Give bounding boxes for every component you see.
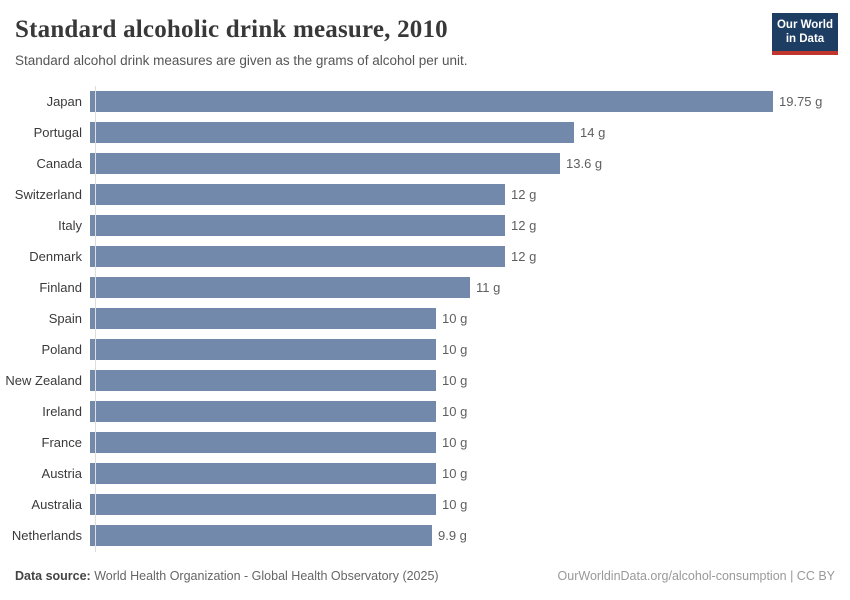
bar[interactable] [90, 277, 470, 298]
country-label[interactable]: New Zealand [5, 373, 82, 388]
value-label: 10 g [442, 342, 468, 357]
owid-logo: Our World in Data [772, 13, 838, 55]
table-row: Denmark 12 g [0, 241, 850, 272]
table-row: New Zealand 10 g [0, 365, 850, 396]
table-row: Canada 13.6 g [0, 148, 850, 179]
data-source-label: Data source: [15, 569, 91, 583]
value-label: 19.75 g [779, 94, 823, 109]
table-row: Australia 10 g [0, 489, 850, 520]
license-link[interactable]: OurWorldinData.org/alcohol-consumption |… [557, 569, 835, 583]
country-label[interactable]: Denmark [29, 249, 82, 264]
bar-track: 19.75 g [89, 91, 850, 112]
bar[interactable] [90, 184, 505, 205]
bar[interactable] [90, 122, 574, 143]
country-label[interactable]: Ireland [42, 404, 82, 419]
country-label[interactable]: Portugal [33, 125, 82, 140]
value-label: 11 g [476, 280, 501, 295]
owid-logo-line2: in Data [785, 33, 825, 46]
bar-track: 10 g [89, 463, 850, 484]
table-row: Ireland 10 g [0, 396, 850, 427]
country-label[interactable]: France [41, 435, 82, 450]
country-label[interactable]: Netherlands [11, 528, 82, 543]
bar-track: 9.9 g [89, 525, 850, 546]
table-row: Japan 19.75 g [0, 86, 850, 117]
country-label[interactable]: Australia [31, 497, 82, 512]
bar-track: 14 g [89, 122, 850, 143]
value-label: 10 g [442, 466, 468, 481]
bar[interactable] [90, 153, 560, 174]
bar-track: 10 g [89, 370, 850, 391]
bar[interactable] [90, 91, 773, 112]
table-row: Portugal 14 g [0, 117, 850, 148]
value-label: 12 g [511, 218, 537, 233]
value-label: 13.6 g [566, 156, 603, 171]
value-label: 10 g [442, 311, 468, 326]
bar[interactable] [90, 525, 432, 546]
country-label[interactable]: Poland [41, 342, 82, 357]
value-label: 10 g [442, 373, 468, 388]
table-row: Switzerland 12 g [0, 179, 850, 210]
country-label[interactable]: Italy [58, 218, 82, 233]
page-title: Standard alcoholic drink measure, 2010 [15, 16, 448, 43]
bar-track: 10 g [89, 494, 850, 515]
country-label[interactable]: Switzerland [14, 187, 82, 202]
bar-rows: Japan 19.75 g Portugal 14 g Canada 13.6 g Swit… [0, 86, 850, 551]
y-axis-line [95, 86, 96, 552]
bar-track: 12 g [89, 246, 850, 267]
table-row: Poland 10 g [0, 334, 850, 365]
value-label: 10 g [442, 404, 468, 419]
value-label: 12 g [511, 187, 537, 202]
value-label: 10 g [442, 497, 468, 512]
bar[interactable] [90, 215, 505, 236]
bar-track: 13.6 g [89, 153, 850, 174]
bar[interactable] [90, 339, 436, 360]
value-label: 12 g [511, 249, 537, 264]
bar-track: 10 g [89, 432, 850, 453]
bar[interactable] [90, 308, 436, 329]
data-source-text: World Health Organization - Global Healt… [90, 569, 439, 583]
country-label[interactable]: Spain [48, 311, 82, 326]
value-label: 10 g [442, 435, 468, 450]
chart-subtitle: Standard alcohol drink measures are give… [15, 53, 468, 68]
country-label[interactable]: Finland [39, 280, 82, 295]
bar[interactable] [90, 494, 436, 515]
bar[interactable] [90, 246, 505, 267]
chart-header: Standard alcoholic drink measure, 2010 S… [15, 16, 835, 68]
table-row: Austria 10 g [0, 458, 850, 489]
table-row: Italy 12 g [0, 210, 850, 241]
bar[interactable] [90, 370, 436, 391]
bar-track: 10 g [89, 308, 850, 329]
bar-track: 12 g [89, 184, 850, 205]
country-label[interactable]: Japan [46, 94, 82, 109]
bar[interactable] [90, 401, 436, 422]
table-row: France 10 g [0, 427, 850, 458]
data-source-note: Data source: World Health Organization -… [15, 569, 439, 583]
bar-track: 10 g [89, 339, 850, 360]
value-label: 9.9 g [438, 528, 467, 543]
owid-logo-line1: Our World [776, 19, 833, 31]
bar-track: 11 g [89, 277, 850, 298]
bar-track: 12 g [89, 215, 850, 236]
bar-track: 10 g [89, 401, 850, 422]
bar[interactable] [90, 432, 436, 453]
table-row: Netherlands 9.9 g [0, 520, 850, 551]
country-label[interactable]: Canada [36, 156, 82, 171]
bar[interactable] [90, 463, 436, 484]
table-row: Spain 10 g [0, 303, 850, 334]
table-row: Finland 11 g [0, 272, 850, 303]
value-label: 14 g [580, 125, 606, 140]
chart-footer: Data source: World Health Organization -… [15, 569, 835, 583]
bar-chart: Japan 19.75 g Portugal 14 g Canada 13.6 g Swit… [0, 86, 850, 552]
country-label[interactable]: Austria [41, 466, 82, 481]
